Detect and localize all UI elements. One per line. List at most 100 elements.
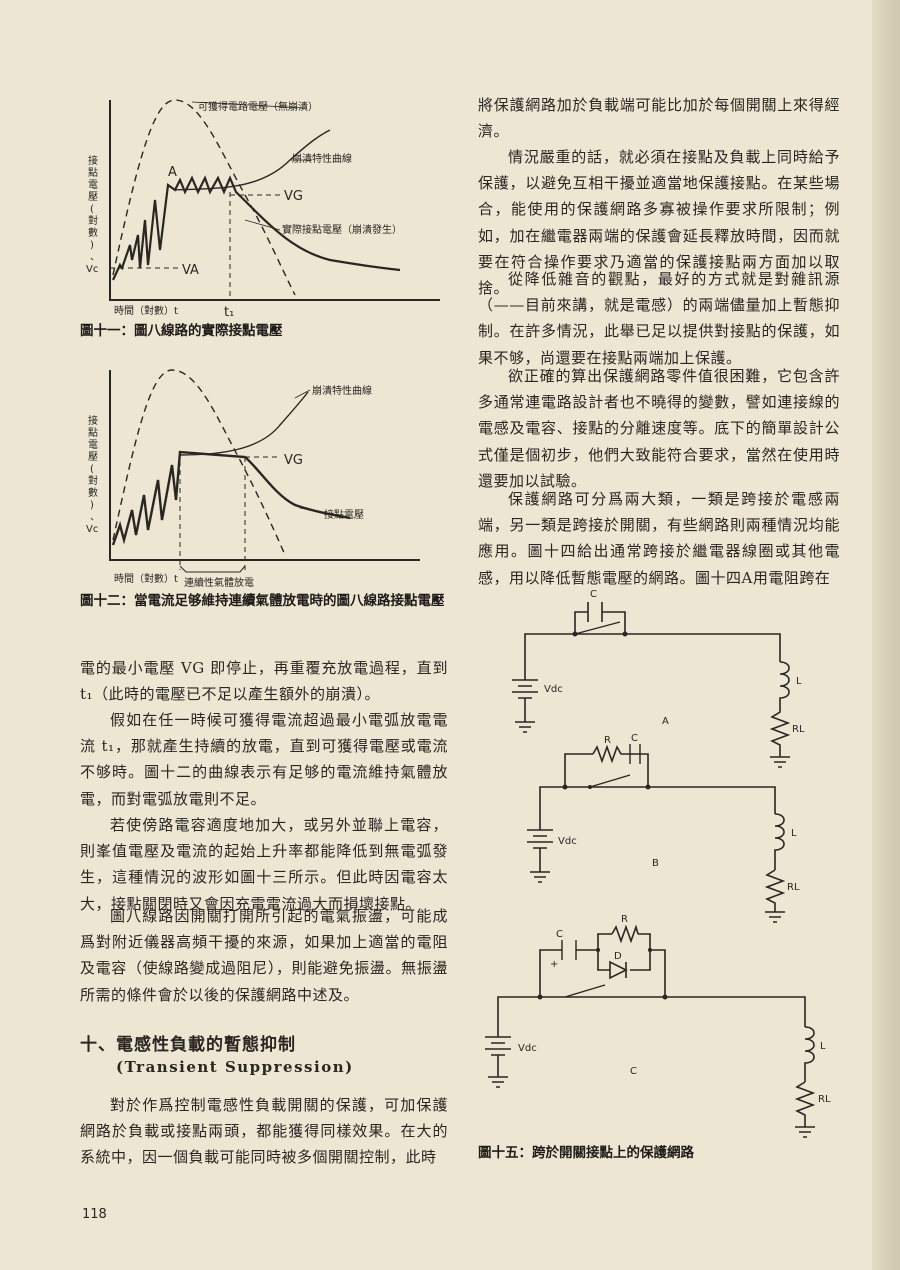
circuit-b-resistor-l [764,869,786,912]
fig12-x-axis-label: 時間（對數）t [114,572,178,585]
circuit-a-vdc-label: Vdc [544,684,563,695]
fig12-available-voltage-curve [112,369,286,556]
fig11-y-axis-char: Vc [86,264,98,275]
circuit-a-capacitor [587,602,603,622]
circuit-c-resistor-l [794,1081,816,1127]
circuit-c-diode [609,960,628,980]
fig11-contact-voltage-curve [112,175,401,281]
figure-15-circuits: C Vdc L RL A R C Vdc L RL B R C D + Vdc … [485,589,831,1138]
circuit-b-r-label: R [604,735,611,746]
circuit-a-tag: A [662,716,669,727]
circuit-b-inductor [774,813,785,870]
fig11-breakdown-label: 崩潰特性曲線 [292,152,352,165]
circuit-a-c-label: C [590,589,597,600]
fig12-vg-label: VG [284,453,303,468]
fig11-caption: 圖十一：圖八線路的實際接點電壓 [80,323,283,339]
circuit-b-l-label: L [791,828,797,839]
circuit-b-rl-label: RL [787,882,800,893]
fig15-caption: 圖十五：跨於開關接點上的保護網路 [478,1145,694,1161]
circuit-c-switch [564,984,606,998]
left-paragraph-5: 對於作爲控制電感性負載開關的保護，可加保護網路於負載或接點兩頭，都能獲得同樣效果… [80,1096,448,1167]
right-paragraph-3: 從降低雜音的觀點，最好的方式就是對雜訊源（——目前來講，就是電感）的兩端儘量加上… [478,270,840,367]
fig12-discharge-label: 連續性氣體放電 [184,576,254,589]
right-paragraph-1: 將保護網路加於負載端可能比加於每個開關上來得經濟。 [478,96,840,141]
fig11-y-axis-char: 數 [88,226,98,239]
left-paragraph-2: 假如在任一時候可獲得電流超過最小電弧放電電流 t₁，那就產生持續的放電，直到可獲… [80,711,448,808]
left-paragraph-3: 若使傍路電容適度地加大，或另外並聯上電容，則峯值電壓及電流的起始上升率都能降低到… [80,816,448,913]
circuit-a-l-label: L [796,676,802,687]
fig11-axes [109,100,440,301]
fig11-y-axis-char: 、 [90,252,100,263]
page-edge [872,0,900,1270]
fig11-y-axis-char: 電 [88,179,98,191]
circuit-c-tag: C [630,1066,637,1077]
fig12-y-axis-char: 對 [88,474,98,487]
figure-11-graph: 可獲得電路電壓（無崩潰） 崩潰特性曲線 實際接點電壓（崩潰發生） A VG VA… [86,99,440,320]
circuit-c-wire [497,996,806,1037]
circuit-b-resistor [592,744,625,764]
fig12-contact-voltage-curve [111,450,351,546]
circuit-b-tag: B [652,858,659,869]
section-title: 十、電感性負載的暫態抑制 [80,1035,296,1055]
circuit-c-d-label: D [614,951,622,962]
fig11-point-a: A [168,165,177,180]
circuit-c-plus-label: + [550,959,558,970]
fig12-y-axis-char: 、 [90,512,100,523]
fig12-discharge-bracket [179,565,246,573]
fig12-y-axis-char: 壓 [88,451,98,463]
right-paragraph-2: 情況嚴重的話，就必須在接點及負載上同時給予保護，以避免互相干擾並適當地保護接點。… [478,148,840,298]
fig11-actual-voltage-label: 實際接點電壓（崩潰發生） [282,223,402,236]
circuit-b-switch [589,774,631,788]
circuit-c-inductor [804,1026,815,1082]
right-paragraph-4: 欲正確的算出保護網路零件值很困難，它包含許多通常連電路設計者也不曉得的變數，譬如… [478,367,840,490]
fig12-contact-voltage-label: 接點電壓 [324,508,364,521]
fig12-y-axis-char: 電 [88,439,98,451]
left-paragraph-4: 圖八線路因開關打開所引起的電氣振盪，可能成爲對附近儀器高頻干擾的來源，如果加上適… [80,907,448,1004]
fig11-available-voltage-label: 可獲得電路電壓（無崩潰） [198,100,318,113]
fig12-y-axis-char: ( [90,464,94,475]
circuit-a-wire [524,633,781,680]
circuit-c-l-label: L [820,1041,826,1052]
fig11-y-axis-char: ) [90,240,94,251]
circuit-a-resistor [769,707,791,757]
circuit-c-vdc-label: Vdc [518,1043,537,1054]
fig11-available-voltage-curve [112,99,296,296]
fig12-y-axis-char: ) [90,500,94,511]
right-paragraph-5: 保護網路可分爲兩大類，一類是跨接於電感兩端，另一類是跨接於開關，有些網路則兩種情… [478,490,840,587]
circuit-b-wire [539,786,776,830]
fig12-y-axis-char: 數 [88,486,98,499]
fig11-t1-label: t₁ [224,305,234,320]
circuit-b-capacitor [629,744,641,764]
fig12-caption: 圖十二：當電流足够維持連續氣體放電時的圖八線路接點電壓 [80,593,445,609]
fig11-y-axis-char: 壓 [88,191,98,203]
circuit-a-inductor [779,661,790,707]
circuit-b-c-label: C [631,733,638,744]
fig11-x-axis-label: 時間（對數）t [114,304,178,317]
fig12-axes [109,370,420,561]
circuit-a-switch [574,621,621,635]
circuit-c-resistor [611,924,639,944]
fig11-y-axis-char: 對 [88,214,98,227]
fig12-y-axis-char: Vc [86,524,98,535]
fig12-y-axis-char: 接 [88,414,98,427]
circuit-c-battery [485,1036,511,1056]
page-number: 118 [82,1207,107,1222]
circuit-c-rl-label: RL [818,1094,831,1105]
circuit-c-r-label: R [621,914,628,925]
fig12-breakdown-curve [179,391,309,456]
fig12-breakdown-label: 崩潰特性曲線 [312,384,372,397]
circuit-c-c-label: C [556,929,563,940]
fig11-y-axis-char: 點 [88,166,98,179]
left-paragraph-1: 電的最小電壓 VG 即停止，再重覆充放電過程，直到 t₁（此時的電壓已不足以產生… [80,659,448,704]
section-subtitle: (Transient Suppression) [116,1058,354,1076]
fig11-y-axis-char: ( [90,204,94,215]
fig11-va-label: VA [182,263,199,278]
figure-12-graph: 崩潰特性曲線 接點電壓 VG 時間（對數）t 連續性氣體放電 接 點 電 壓 (… [86,369,420,589]
fig12-y-axis-char: 點 [88,426,98,439]
fig11-vg-label: VG [284,189,303,204]
circuit-a-rl-label: RL [792,724,805,735]
circuit-b-battery [527,829,553,849]
circuit-b-vdc-label: Vdc [558,836,577,847]
fig11-y-axis-char: 接 [88,154,98,167]
circuit-c-capacitor [561,940,577,960]
